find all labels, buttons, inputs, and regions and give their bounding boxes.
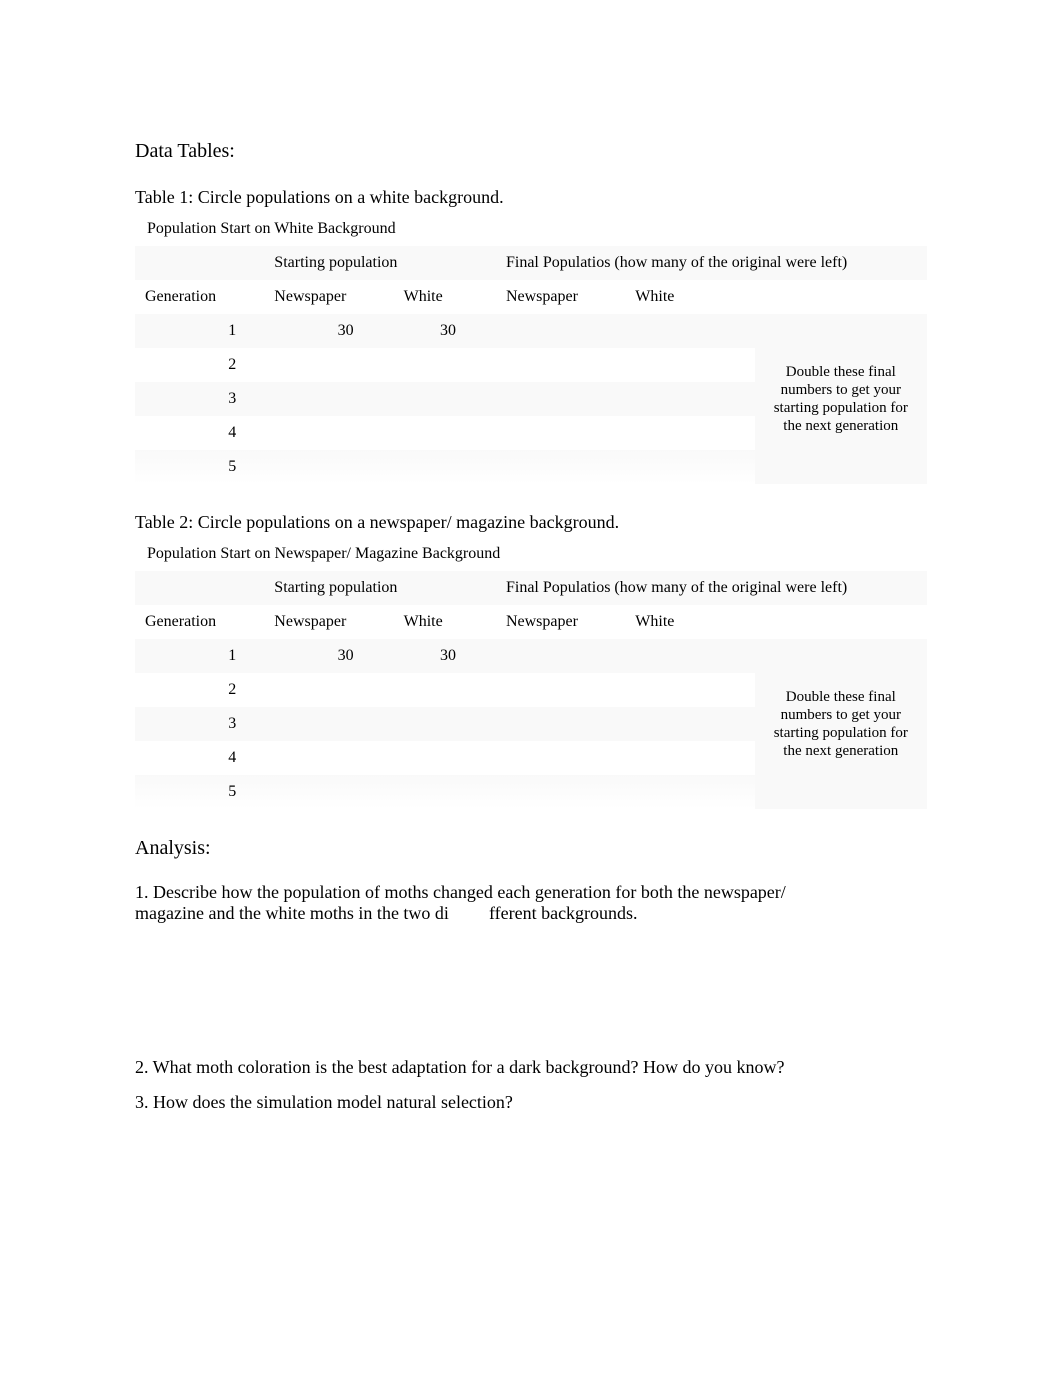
- cell-white-final: [625, 775, 754, 809]
- cell-newspaper-final: [496, 775, 625, 809]
- cell-gen: 2: [135, 673, 264, 707]
- table-1-header-groups: Starting population Final Populatios (ho…: [135, 246, 927, 280]
- cell-newspaper-start: [264, 450, 393, 484]
- table-2-subtitle: Population Start on Newspaper/ Magazine …: [135, 539, 927, 571]
- question-1-line2-right: fferent backgrounds.: [489, 903, 638, 923]
- answer-space-1: [135, 937, 927, 1057]
- table-2-header-starting: Starting population: [264, 571, 496, 605]
- cell-newspaper-start: [264, 775, 393, 809]
- cell-white-start: [394, 673, 496, 707]
- table-1-header-final: Final Populatios (how many of the origin…: [496, 246, 927, 280]
- table-1-wrap: Table 1: Circle populations on a white b…: [135, 187, 927, 484]
- question-3: 3. How does the simulation model natural…: [135, 1092, 927, 1113]
- table-1-col-white: White: [394, 280, 496, 314]
- cell-white-start: [394, 707, 496, 741]
- section-heading-analysis: Analysis:: [135, 837, 927, 860]
- cell-newspaper-final: [496, 314, 625, 348]
- question-1-line2-left: magazine and the white moths in the two …: [135, 903, 449, 923]
- table-1-col-newspaper: Newspaper: [264, 280, 393, 314]
- cell-newspaper-final: [496, 382, 625, 416]
- cell-newspaper-start: [264, 348, 393, 382]
- table-2-col-white2: White: [625, 605, 754, 639]
- table-1-header-cols: Generation Newspaper White Newspaper Whi…: [135, 280, 927, 314]
- cell-white-start: [394, 416, 496, 450]
- table-row: 1 30 30 Double these final numbers to ge…: [135, 639, 927, 673]
- cell-gen: 3: [135, 382, 264, 416]
- cell-newspaper-start: [264, 382, 393, 416]
- cell-gen: 1: [135, 639, 264, 673]
- cell-gen: 4: [135, 416, 264, 450]
- table-2-note: Double these final numbers to get your s…: [755, 639, 927, 809]
- cell-white-start: [394, 450, 496, 484]
- cell-white-start: 30: [394, 314, 496, 348]
- cell-white-final: [625, 314, 754, 348]
- cell-newspaper-start: 30: [264, 639, 393, 673]
- table-1-note: Double these final numbers to get your s…: [755, 314, 927, 484]
- cell-newspaper-final: [496, 707, 625, 741]
- table-2-caption: Table 2: Circle populations on a newspap…: [135, 512, 927, 533]
- table-2-wrap: Table 2: Circle populations on a newspap…: [135, 512, 927, 809]
- table-2-header-final: Final Populatios (how many of the origin…: [496, 571, 927, 605]
- cell-white-final: [625, 416, 754, 450]
- table-1-subtitle: Population Start on White Background: [135, 214, 927, 246]
- cell-newspaper-start: [264, 673, 393, 707]
- cell-white-final: [625, 450, 754, 484]
- cell-white-final: [625, 382, 754, 416]
- table-2-header-groups: Starting population Final Populatios (ho…: [135, 571, 927, 605]
- table-2-header-cols: Generation Newspaper White Newspaper Whi…: [135, 605, 927, 639]
- cell-newspaper-start: [264, 707, 393, 741]
- table-1-caption: Table 1: Circle populations on a white b…: [135, 187, 927, 208]
- cell-newspaper-start: [264, 741, 393, 775]
- cell-gen: 3: [135, 707, 264, 741]
- cell-gen: 4: [135, 741, 264, 775]
- table-1-header-starting: Starting population: [264, 246, 496, 280]
- table-2-col-white: White: [394, 605, 496, 639]
- table-2-col-newspaper2: Newspaper: [496, 605, 625, 639]
- cell-white-final: [625, 639, 754, 673]
- question-1: 1. Describe how the population of moths …: [135, 882, 927, 923]
- cell-white-final: [625, 348, 754, 382]
- cell-white-start: [394, 741, 496, 775]
- table-2-col-newspaper: Newspaper: [264, 605, 393, 639]
- cell-white-start: [394, 348, 496, 382]
- question-1-line1: 1. Describe how the population of moths …: [135, 882, 786, 902]
- cell-newspaper-final: [496, 450, 625, 484]
- table-1-col-generation: Generation: [135, 280, 264, 314]
- cell-white-final: [625, 673, 754, 707]
- cell-white-start: [394, 382, 496, 416]
- table-1: Starting population Final Populatios (ho…: [135, 246, 927, 484]
- cell-white-start: 30: [394, 639, 496, 673]
- section-heading-data-tables: Data Tables:: [135, 140, 927, 163]
- cell-white-start: [394, 775, 496, 809]
- table-2-col-generation: Generation: [135, 605, 264, 639]
- cell-newspaper-final: [496, 416, 625, 450]
- cell-white-final: [625, 707, 754, 741]
- table-1-col-newspaper2: Newspaper: [496, 280, 625, 314]
- table-1-col-white2: White: [625, 280, 754, 314]
- cell-white-final: [625, 741, 754, 775]
- cell-newspaper-start: 30: [264, 314, 393, 348]
- cell-newspaper-final: [496, 741, 625, 775]
- cell-newspaper-start: [264, 416, 393, 450]
- question-2: 2. What moth coloration is the best adap…: [135, 1057, 927, 1078]
- cell-newspaper-final: [496, 673, 625, 707]
- cell-gen: 1: [135, 314, 264, 348]
- table-2: Starting population Final Populatios (ho…: [135, 571, 927, 809]
- cell-newspaper-final: [496, 639, 625, 673]
- cell-gen: 5: [135, 775, 264, 809]
- cell-gen: 5: [135, 450, 264, 484]
- table-row: 1 30 30 Double these final numbers to ge…: [135, 314, 927, 348]
- cell-newspaper-final: [496, 348, 625, 382]
- cell-gen: 2: [135, 348, 264, 382]
